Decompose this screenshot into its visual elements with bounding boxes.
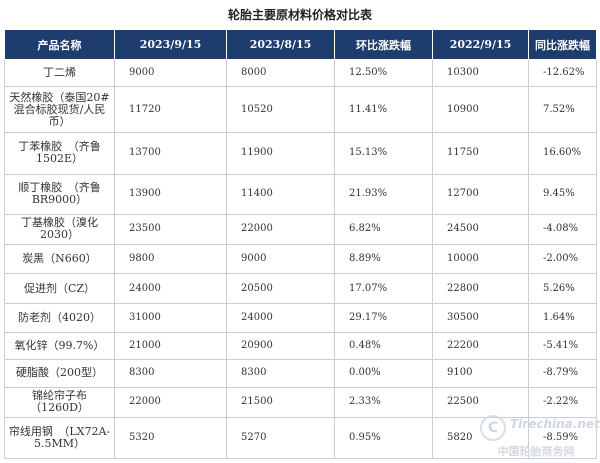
cell-product-name: 促进剂（CZ） (4, 273, 115, 305)
table-row: 丁二烯 9000 8000 12.50% 10300 -12.62% (4, 58, 597, 88)
watermark-site: Tirechina.net (510, 417, 600, 431)
cell-product-name: 防老剂（4020） (4, 303, 115, 334)
cell-yoy-change: -2.00% (528, 243, 597, 275)
cell-2023-09-15: 9000 (114, 58, 227, 88)
header-2023-09-15: 2023/9/15 (114, 29, 227, 60)
cell-mom-change: 21.93% (334, 173, 433, 215)
table-row: 丁苯橡胶 （齐鲁1502E） 13700 11900 15.13% 11750 16.60… (4, 132, 597, 175)
cell-yoy-change: 16.60% (528, 132, 597, 175)
cell-mom-change: 12.50% (334, 58, 433, 88)
cell-yoy-change: -5.41% (528, 332, 597, 361)
table-row: 丁基橡胶（溴化2030） 23500 22000 6.82% 24500 -4.08% (4, 213, 597, 245)
cell-yoy-change: 5.26% (528, 273, 597, 305)
cell-2023-09-15: 23500 (114, 213, 227, 245)
header-row: 产品名称 2023/9/15 2023/8/15 环比涨跌幅 2022/9/15… (4, 29, 597, 60)
table-row: 氧化锌（99.7%） 21000 20900 0.48% 22200 -5.41% (4, 332, 597, 361)
cell-product-name: 硬脂酸（200型） (4, 359, 115, 388)
cell-product-name: 天然橡胶（泰国20#混合标胶现货/人民币） (4, 86, 115, 134)
table-row: 锦纶帘子布（1260D） 22000 21500 2.33% 22500 -2.22% (4, 386, 597, 418)
cell-yoy-change: 9.45% (528, 173, 597, 215)
cell-2022-09-15: 22500 (432, 386, 529, 418)
cell-mom-change: 2.33% (334, 386, 433, 418)
table-row: 顺丁橡胶 （齐鲁BR9000） 13900 11400 21.93% 12700 9.45… (4, 173, 597, 215)
cell-2022-09-15: 22200 (432, 332, 529, 361)
cell-2023-08-15: 24000 (226, 303, 335, 334)
table-row: 防老剂（4020） 31000 24000 29.17% 30500 1.64% (4, 303, 597, 334)
cell-2023-08-15: 11900 (226, 132, 335, 175)
cell-2022-09-15: 10300 (432, 58, 529, 88)
cell-mom-change: 11.41% (334, 86, 433, 134)
cell-product-name: 顺丁橡胶 （齐鲁BR9000） (4, 173, 115, 215)
cell-yoy-change: -8.59% (528, 416, 597, 460)
header-2023-08-15: 2023/8/15 (226, 29, 335, 60)
cell-2023-08-15: 9000 (226, 243, 335, 275)
cell-yoy-change: -12.62% (528, 58, 597, 88)
table-title: 轮胎主要原材料价格对比表 (227, 8, 372, 22)
cell-2022-09-15: 11750 (432, 132, 529, 175)
cell-2023-08-15: 8000 (226, 58, 335, 88)
cell-mom-change: 17.07% (334, 273, 433, 305)
cell-product-name: 丁基橡胶（溴化2030） (4, 213, 115, 245)
cell-2023-09-15: 22000 (114, 386, 227, 418)
table-row: 天然橡胶（泰国20#混合标胶现货/人民币） 11720 10520 11.41% 109… (4, 86, 597, 134)
cell-yoy-change: -8.79% (528, 359, 597, 388)
cell-2022-09-15: 9100 (432, 359, 529, 388)
cell-mom-change: 0.95% (334, 416, 433, 460)
cell-product-name: 丁苯橡胶 （齐鲁1502E） (4, 132, 115, 175)
cell-2023-09-15: 11720 (114, 86, 227, 134)
cell-2023-08-15: 5270 (226, 416, 335, 460)
cell-product-name: 锦纶帘子布（1260D） (4, 386, 115, 418)
cell-2023-09-15: 24000 (114, 273, 227, 305)
watermark-logo-icon: C (480, 415, 506, 441)
cell-product-name: 氧化锌（99.7%） (4, 332, 115, 361)
table-row: 硬脂酸（200型） 8300 8300 0.00% 9100 -8.79% (4, 359, 597, 388)
cell-2023-08-15: 10520 (226, 86, 335, 134)
cell-product-name: 帘线用钢 （LX72A-5.5MM） (4, 416, 115, 460)
cell-2022-09-15: 10900 (432, 86, 529, 134)
price-comparison-table: 产品名称 2023/9/15 2023/8/15 环比涨跌幅 2022/9/15… (4, 29, 597, 460)
cell-mom-change: 0.00% (334, 359, 433, 388)
header-2022-09-15: 2022/9/15 (432, 29, 529, 60)
cell-yoy-change: -2.22% (528, 386, 597, 418)
cell-yoy-change: 1.64% (528, 303, 597, 334)
cell-2023-08-15: 22000 (226, 213, 335, 245)
header-product-name: 产品名称 (4, 29, 115, 60)
cell-2022-09-15: 10000 (432, 243, 529, 275)
cell-2023-09-15: 9800 (114, 243, 227, 275)
cell-2023-08-15: 20500 (226, 273, 335, 305)
cell-mom-change: 0.48% (334, 332, 433, 361)
header-mom-change: 环比涨跌幅 (334, 29, 433, 60)
cell-2022-09-15: 12700 (432, 173, 529, 215)
cell-2023-09-15: 5320 (114, 416, 227, 460)
cell-2023-09-15: 13900 (114, 173, 227, 215)
header-yoy-change: 同比涨跌幅 (528, 29, 597, 60)
cell-product-name: 炭黑（N660） (4, 243, 115, 275)
cell-2022-09-15: 30500 (432, 303, 529, 334)
cell-2023-09-15: 13700 (114, 132, 227, 175)
cell-2023-08-15: 8300 (226, 359, 335, 388)
cell-2023-09-15: 31000 (114, 303, 227, 334)
cell-mom-change: 6.82% (334, 213, 433, 245)
cell-2023-08-15: 21500 (226, 386, 335, 418)
watermark: C Tirechina.net 中国轮胎商务网 (478, 415, 600, 459)
cell-mom-change: 29.17% (334, 303, 433, 334)
table-row: 帘线用钢 （LX72A-5.5MM） 5320 5270 0.95% 5820 -8.59… (4, 416, 597, 460)
cell-2022-09-15: 22800 (432, 273, 529, 305)
cell-2023-08-15: 11400 (226, 173, 335, 215)
cell-2022-09-15: 24500 (432, 213, 529, 245)
cell-2023-08-15: 20900 (226, 332, 335, 361)
cell-mom-change: 15.13% (334, 132, 433, 175)
cell-yoy-change: 7.52% (528, 86, 597, 134)
table-row: 炭黑（N660） 9800 9000 8.89% 10000 -2.00% (4, 243, 597, 275)
watermark-site-cn: 中国轮胎商务网 (497, 445, 575, 458)
cell-2023-09-15: 8300 (114, 359, 227, 388)
cell-product-name: 丁二烯 (4, 58, 115, 88)
table-row: 促进剂（CZ） 24000 20500 17.07% 22800 5.26% (4, 273, 597, 305)
cell-yoy-change: -4.08% (528, 213, 597, 245)
cell-2023-09-15: 21000 (114, 332, 227, 361)
cell-mom-change: 8.89% (334, 243, 433, 275)
